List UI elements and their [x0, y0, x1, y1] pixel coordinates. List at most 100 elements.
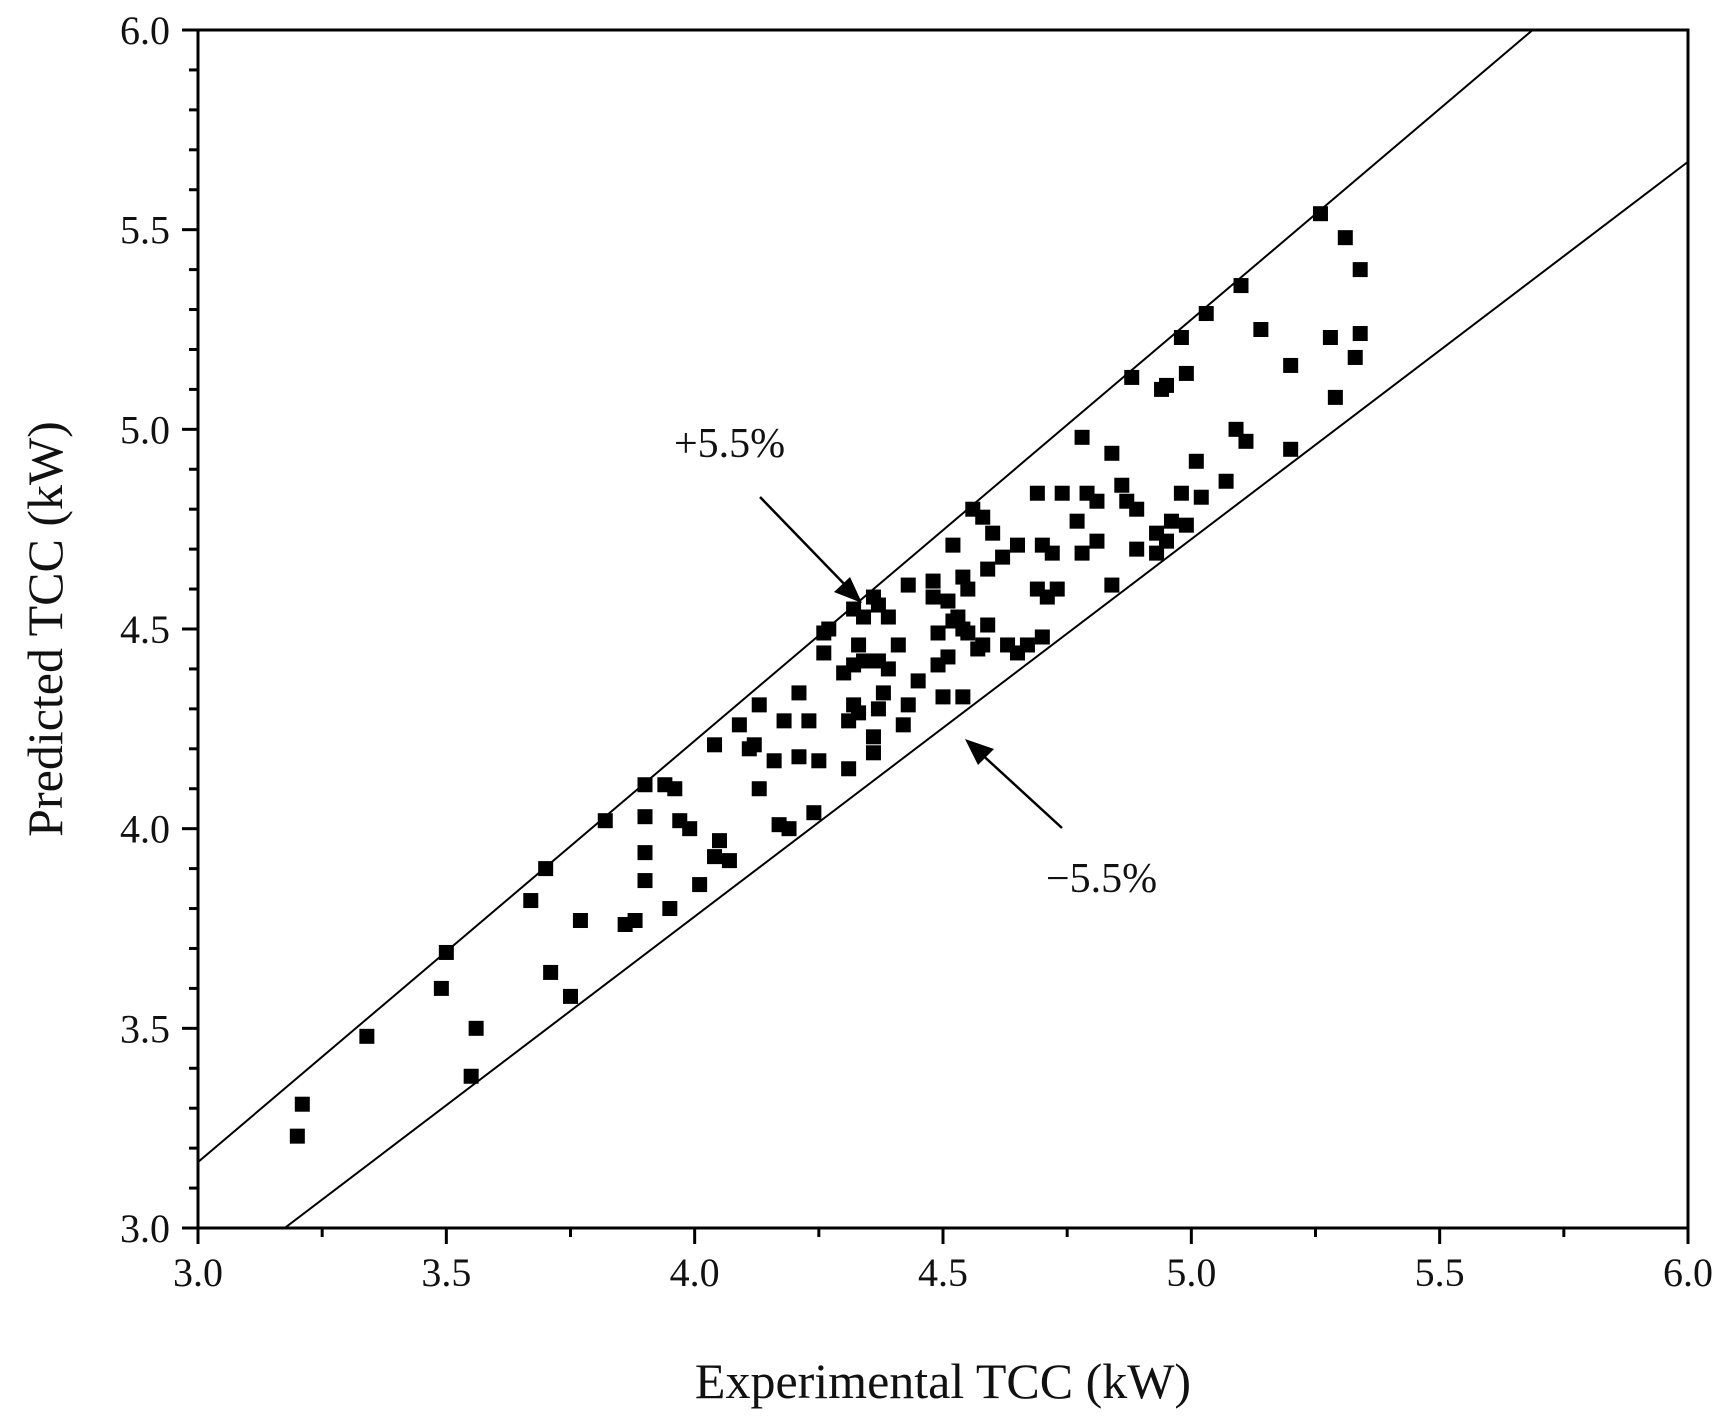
x-tick-label: 5.0 [1166, 1250, 1216, 1295]
data-point [995, 549, 1011, 565]
data-point [433, 980, 449, 996]
data-point [438, 944, 454, 960]
upper-bound-arrowhead [834, 577, 862, 603]
data-point [751, 781, 767, 797]
data-point [1188, 453, 1204, 469]
y-axis: 3.0 3.5 4.0 4.5 5.0 5.5 6.0 [120, 8, 198, 1251]
data-point [1253, 322, 1269, 337]
data-point [791, 685, 807, 701]
data-point [811, 753, 827, 769]
data-point [900, 577, 916, 593]
data-point [637, 809, 653, 825]
data-point [1283, 441, 1299, 457]
data-point [1193, 489, 1209, 505]
data-point [359, 1028, 375, 1044]
data-point [1019, 637, 1035, 653]
data-point [294, 1096, 310, 1112]
data-point [940, 649, 956, 665]
data-point [781, 821, 797, 837]
data-point [563, 988, 578, 1004]
data-point [955, 689, 971, 705]
data-point [692, 877, 708, 893]
y-axis-title: Predicted TCC (kW) [17, 421, 73, 837]
data-point [980, 617, 996, 633]
data-point [721, 853, 737, 869]
data-point [1029, 485, 1045, 501]
data-point [1089, 493, 1105, 509]
data-point [1228, 421, 1244, 437]
data-point [1159, 377, 1174, 393]
data-point [1322, 329, 1338, 345]
data-points [289, 206, 1368, 1144]
data-point [289, 1128, 305, 1144]
data-point [1312, 206, 1328, 222]
data-point [1159, 533, 1174, 549]
data-point [910, 673, 926, 689]
lower-bound-label: −5.5% [1046, 856, 1157, 902]
data-point [880, 661, 896, 677]
data-point [543, 964, 559, 980]
data-point [468, 1020, 484, 1036]
data-point [1104, 445, 1120, 461]
data-point [1074, 429, 1090, 445]
data-point [1283, 357, 1299, 373]
data-point [1347, 349, 1363, 365]
data-point [1327, 389, 1343, 405]
lower-bound-line [283, 160, 1688, 1228]
data-point [900, 697, 916, 713]
data-point [1069, 513, 1085, 529]
data-point [975, 637, 991, 653]
upper-bound-label: +5.5% [674, 421, 785, 467]
data-point [841, 761, 857, 777]
data-point [662, 901, 678, 917]
x-axis: 3.0 3.5 4.0 4.5 5.0 5.5 6.0 [173, 1228, 1713, 1295]
data-point [538, 861, 554, 877]
upper-bound-arrow [759, 496, 851, 591]
data-point [1124, 369, 1140, 385]
data-point [985, 525, 1001, 541]
y-tick-label: 3.0 [120, 1206, 170, 1251]
data-point [1238, 433, 1254, 449]
data-point [712, 833, 727, 849]
data-point [627, 913, 643, 929]
data-point [707, 737, 723, 753]
data-point [870, 597, 886, 613]
data-point [523, 893, 539, 909]
x-tick-label: 3.0 [173, 1250, 223, 1295]
data-point [1173, 485, 1189, 501]
data-point [870, 701, 886, 717]
data-point [890, 637, 906, 653]
data-point [1044, 545, 1060, 561]
lower-bound-arrow [976, 749, 1063, 829]
data-point [1049, 581, 1065, 597]
data-point [463, 1068, 479, 1084]
data-point [875, 685, 891, 701]
data-point [955, 569, 971, 585]
data-point [572, 913, 588, 929]
annotations: +5.5% −5.5% [674, 421, 1157, 902]
lower-bound-arrowhead [965, 739, 994, 765]
data-point [801, 713, 817, 729]
data-point [806, 805, 822, 821]
data-point [1089, 533, 1105, 549]
y-tick-label: 5.0 [120, 407, 170, 452]
data-point [1218, 473, 1234, 489]
data-point [637, 873, 653, 889]
y-tick-label: 4.0 [120, 807, 170, 852]
bound-lines [198, 30, 1688, 1228]
data-point [960, 625, 976, 641]
x-tick-label: 4.0 [670, 1250, 720, 1295]
data-point [1163, 513, 1179, 529]
data-point [975, 509, 991, 525]
y-tick-label: 3.5 [120, 1006, 170, 1051]
x-tick-label: 5.5 [1415, 1250, 1465, 1295]
y-tick-label: 6.0 [120, 8, 170, 53]
x-axis-title: Experimental TCC (kW) [695, 1353, 1191, 1409]
data-point [821, 621, 837, 637]
data-point [766, 753, 782, 769]
data-point [776, 713, 792, 729]
data-point [925, 589, 941, 605]
data-point [1233, 278, 1249, 294]
y-tick-label: 4.5 [120, 607, 170, 652]
data-point [667, 781, 683, 797]
